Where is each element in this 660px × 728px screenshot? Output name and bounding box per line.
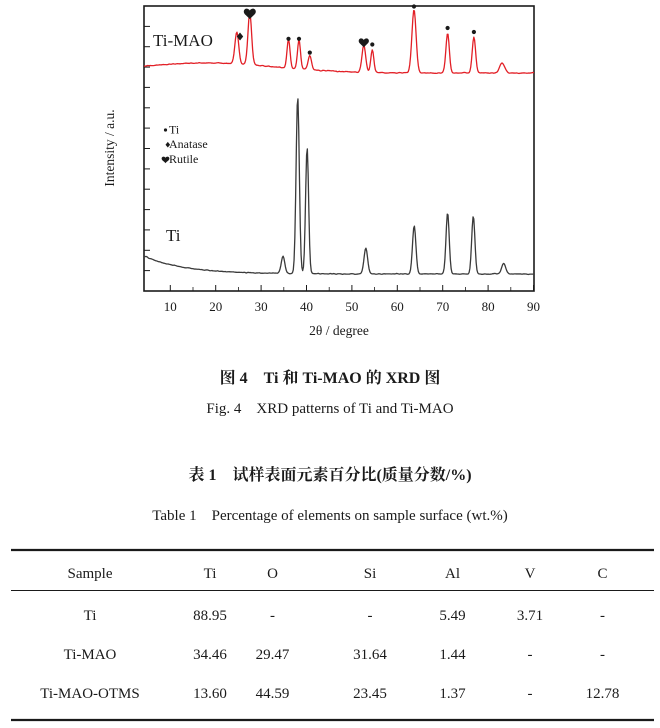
svg-text:23.45: 23.45 xyxy=(353,686,387,702)
svg-text:Ti-MAO-OTMS: Ti-MAO-OTMS xyxy=(40,686,139,702)
svg-text:5.49: 5.49 xyxy=(439,608,465,624)
svg-text:Rutile: Rutile xyxy=(169,152,198,166)
svg-text:-: - xyxy=(528,686,533,702)
svg-text:70: 70 xyxy=(436,299,449,314)
svg-text:-: - xyxy=(528,647,533,663)
svg-text:3.71: 3.71 xyxy=(517,608,543,624)
svg-text:60: 60 xyxy=(391,299,404,314)
svg-text:Ti: Ti xyxy=(166,226,181,245)
svg-text:80: 80 xyxy=(482,299,495,314)
svg-text:Intensity / a.u.: Intensity / a.u. xyxy=(102,109,117,186)
svg-text:88.95: 88.95 xyxy=(193,608,227,624)
svg-text:-: - xyxy=(600,608,605,624)
svg-text:1.44: 1.44 xyxy=(439,647,466,663)
svg-text:Anatase: Anatase xyxy=(169,137,208,151)
svg-text:44.59: 44.59 xyxy=(256,686,290,702)
svg-text:13.60: 13.60 xyxy=(193,686,227,702)
svg-text:O: O xyxy=(267,566,278,582)
svg-text:Sample: Sample xyxy=(68,566,113,582)
svg-text:20: 20 xyxy=(209,299,222,314)
svg-text:34.46: 34.46 xyxy=(193,647,227,663)
svg-text:1.37: 1.37 xyxy=(439,686,466,702)
svg-text:30: 30 xyxy=(255,299,268,314)
svg-text:C: C xyxy=(597,566,607,582)
svg-text:29.47: 29.47 xyxy=(256,647,290,663)
svg-text:50: 50 xyxy=(345,299,358,314)
svg-text:Si: Si xyxy=(364,566,377,582)
svg-text:90: 90 xyxy=(527,299,540,314)
svg-text:2θ / degree: 2θ / degree xyxy=(309,323,369,338)
svg-text:Ti-MAO: Ti-MAO xyxy=(153,31,213,50)
svg-text:Ti: Ti xyxy=(84,608,97,624)
svg-text:31.64: 31.64 xyxy=(353,647,387,663)
svg-text:Ti-MAO: Ti-MAO xyxy=(64,647,117,663)
svg-text:10: 10 xyxy=(164,299,177,314)
svg-text:Al: Al xyxy=(445,566,460,582)
svg-text:-: - xyxy=(600,647,605,663)
svg-text:-: - xyxy=(270,608,275,624)
svg-text:Ti: Ti xyxy=(169,123,180,137)
svg-text:12.78: 12.78 xyxy=(586,686,620,702)
svg-text:40: 40 xyxy=(300,299,313,314)
svg-text:V: V xyxy=(525,566,536,582)
svg-text:Ti: Ti xyxy=(204,566,217,582)
svg-text:-: - xyxy=(368,608,373,624)
